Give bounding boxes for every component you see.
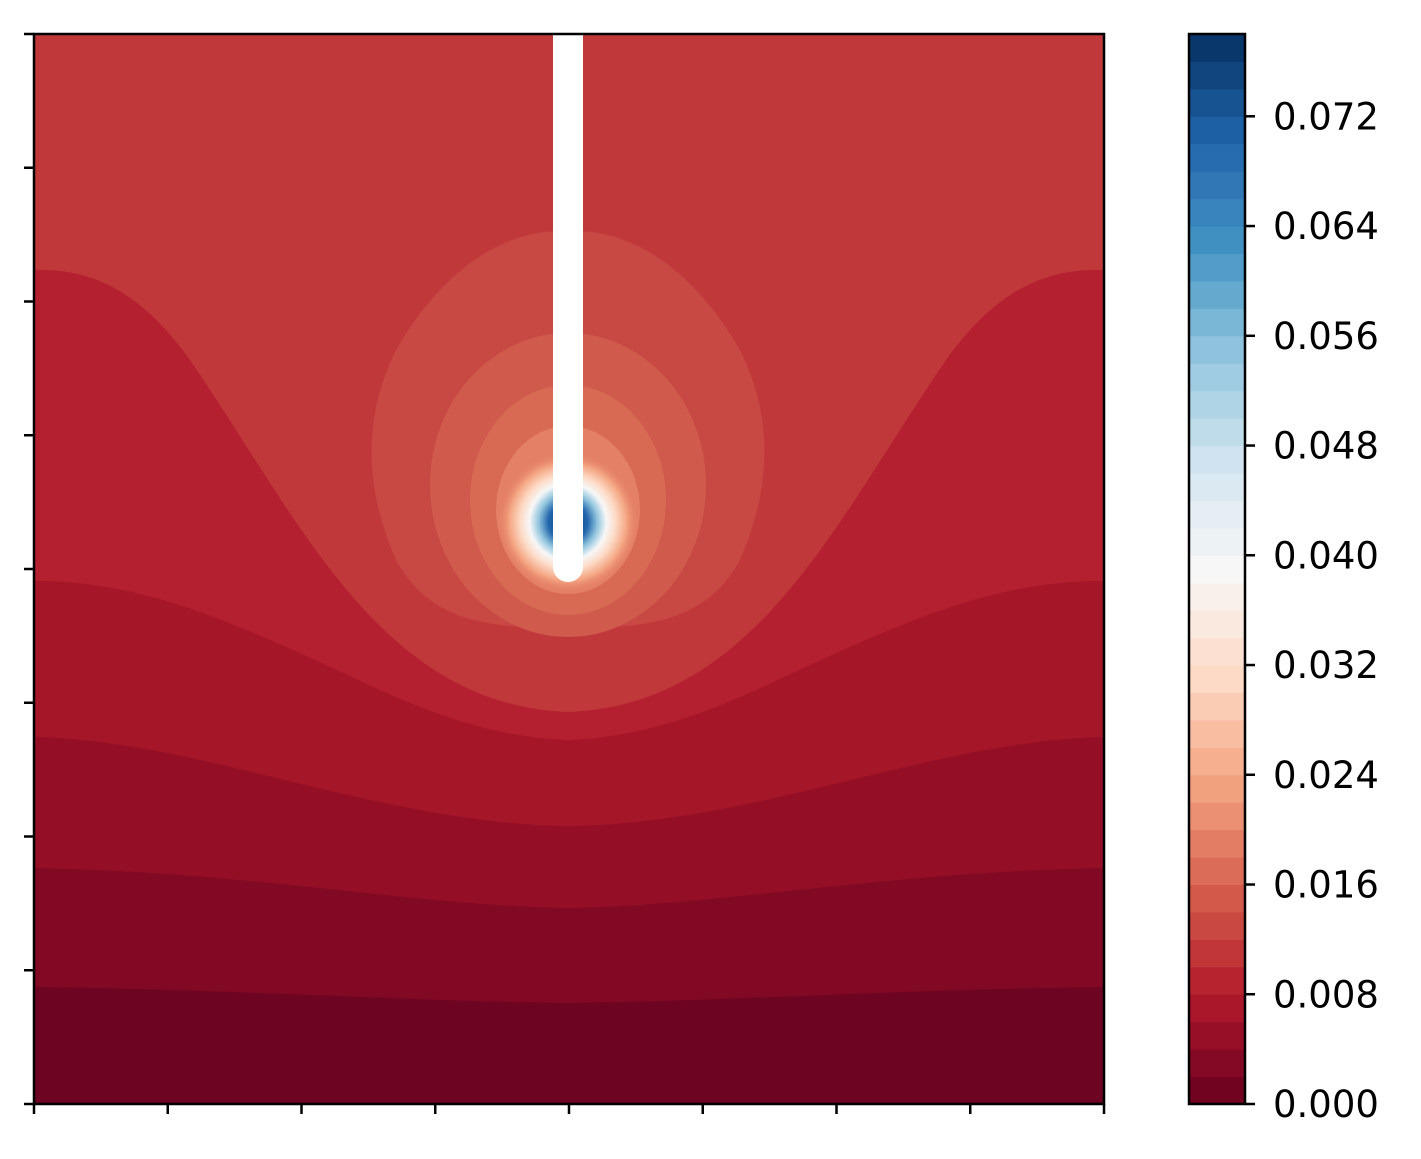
colorbar-tick-label: 0.008 bbox=[1273, 973, 1379, 1016]
colorbar-level bbox=[1189, 335, 1245, 364]
colorbar-level bbox=[1189, 417, 1245, 447]
colorbar-tick-label: 0.056 bbox=[1273, 315, 1379, 358]
colorbar-level bbox=[1189, 774, 1245, 803]
colorbar-level bbox=[1189, 554, 1245, 584]
colorbar-level bbox=[1189, 252, 1245, 282]
colorbar-level bbox=[1189, 829, 1245, 858]
colorbar-tick-label: 0.024 bbox=[1273, 754, 1379, 797]
colorbar-level bbox=[1189, 966, 1245, 995]
colorbar-level bbox=[1189, 362, 1245, 392]
colorbar-level bbox=[1189, 472, 1245, 501]
contour-plot-area bbox=[34, 34, 1104, 1104]
colorbar-tick-label: 0.048 bbox=[1273, 425, 1379, 468]
colorbar-level bbox=[1189, 691, 1245, 721]
colorbar-tick-label: 0.072 bbox=[1273, 95, 1379, 138]
y-axis-ticks bbox=[24, 32, 34, 1106]
colorbar-level bbox=[1189, 225, 1245, 254]
contour-band-bottom bbox=[34, 987, 1104, 1104]
colorbar-tick-label: 0.032 bbox=[1273, 644, 1379, 687]
colorbar-level bbox=[1189, 911, 1245, 940]
colorbar-frame bbox=[1187, 32, 1247, 1106]
colorbar-level bbox=[1189, 637, 1245, 666]
colorbar-tick-label: 0.064 bbox=[1273, 205, 1379, 248]
colorbar-level bbox=[1189, 499, 1245, 529]
colorbar-level bbox=[1189, 993, 1245, 1023]
colorbar-level bbox=[1189, 280, 1245, 309]
colorbar-level bbox=[1189, 170, 1245, 200]
colorbar-level bbox=[1189, 719, 1245, 748]
colorbar-tick-label: 0.040 bbox=[1273, 534, 1379, 577]
colorbar-level bbox=[1189, 33, 1245, 62]
colorbar-level bbox=[1189, 60, 1245, 90]
colorbar-level bbox=[1189, 88, 1245, 117]
colorbar-level bbox=[1189, 307, 1245, 337]
colorbar-level bbox=[1189, 445, 1245, 474]
colorbar-level bbox=[1189, 746, 1245, 776]
needle-tip bbox=[553, 552, 583, 582]
colorbar-level bbox=[1189, 856, 1245, 886]
colorbar bbox=[1189, 33, 1245, 1105]
colorbar-ticks: 0.000 0.008 0.016 0.024 0.032 0.040 0.048 0.056… bbox=[1245, 95, 1379, 1126]
colorbar-tick-label: 0.016 bbox=[1273, 864, 1379, 907]
colorbar-level bbox=[1189, 143, 1245, 172]
colorbar-level bbox=[1189, 884, 1245, 913]
colorbar-level bbox=[1189, 582, 1245, 611]
colorbar-level bbox=[1189, 390, 1245, 419]
colorbar-level bbox=[1189, 801, 1245, 831]
colorbar-level bbox=[1189, 664, 1245, 693]
colorbar-level bbox=[1189, 609, 1245, 639]
colorbar-level bbox=[1189, 1021, 1245, 1050]
colorbar-level bbox=[1189, 938, 1245, 968]
colorbar-tick-label: 0.000 bbox=[1273, 1083, 1379, 1126]
colorbar-level bbox=[1189, 1076, 1245, 1105]
colorbar-level bbox=[1189, 527, 1245, 556]
colorbar-level bbox=[1189, 115, 1245, 145]
needle bbox=[553, 34, 583, 568]
x-axis-ticks bbox=[32, 1104, 1106, 1114]
colorbar-level bbox=[1189, 198, 1245, 227]
colorbar-level bbox=[1189, 1048, 1245, 1078]
